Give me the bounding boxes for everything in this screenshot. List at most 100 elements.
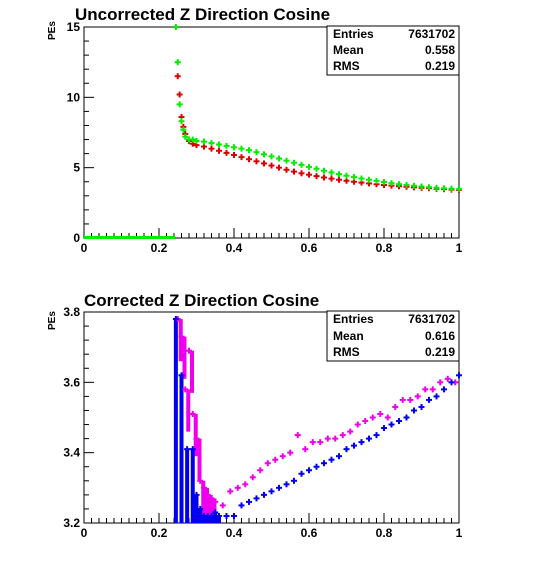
data-point (336, 171, 342, 178)
data-point (193, 137, 200, 144)
data-point (347, 428, 354, 435)
data-points (172, 24, 462, 193)
data-point (429, 386, 436, 393)
data-point (336, 453, 342, 460)
data-point (358, 439, 365, 446)
data-point (204, 491, 211, 498)
error-bar (173, 319, 178, 523)
error-bar (193, 413, 198, 457)
data-point (403, 181, 410, 188)
data-point (324, 435, 331, 442)
data-point (328, 169, 335, 176)
data-point (276, 155, 282, 162)
stat-value-entries: 7631702 (408, 27, 455, 41)
data-point (366, 176, 372, 183)
data-point (174, 59, 181, 66)
data-point (253, 495, 260, 502)
y-axis-label: PEs (47, 311, 58, 330)
data-point (313, 463, 320, 470)
data-point (238, 145, 245, 152)
data-point (189, 136, 196, 143)
data-point (223, 149, 230, 156)
data-point (343, 446, 350, 453)
stat-label-mean: Mean (333, 329, 364, 343)
data-point (189, 410, 196, 417)
data-point (388, 421, 395, 428)
data-point (216, 512, 222, 519)
data-point (426, 396, 432, 403)
data-point (246, 498, 252, 505)
data-point (238, 502, 245, 509)
data-point (354, 421, 361, 428)
chart-title: Corrected Z Direction Cosine (84, 291, 319, 310)
data-point (178, 333, 185, 340)
stat-label-entries: Entries (333, 312, 374, 326)
data-point (396, 181, 402, 188)
data-point (178, 372, 185, 379)
data-point (358, 175, 365, 182)
error-bar (213, 512, 218, 523)
data-point (253, 149, 260, 156)
data-point (249, 474, 256, 481)
panel-uncorrected: Uncorrected Z Direction Cosine PEs 05101… (47, 5, 463, 255)
data-point (216, 147, 222, 154)
data-point (208, 145, 215, 152)
data-point (261, 491, 267, 498)
data-point (291, 477, 297, 484)
error-bar (197, 438, 202, 481)
data-point (186, 347, 192, 354)
data-point (234, 484, 241, 491)
data-point (332, 435, 339, 442)
chart-title: Uncorrected Z Direction Cosine (75, 5, 330, 24)
data-point (313, 165, 320, 172)
stat-label-rms: RMS (333, 345, 360, 359)
data-point (216, 141, 222, 148)
data-point (321, 460, 327, 467)
data-point (343, 172, 350, 179)
error-bar (178, 319, 183, 362)
data-point (174, 73, 181, 80)
x-tick-label: 0.8 (376, 526, 393, 540)
x-tick-label: 1 (456, 526, 463, 540)
data-point (422, 386, 429, 393)
data-point (433, 393, 440, 400)
data-point (336, 176, 342, 183)
error-bar (205, 487, 209, 523)
data-point (418, 403, 425, 410)
data-point (172, 24, 179, 30)
x-tick-label: 0.6 (301, 526, 318, 540)
data-point (302, 446, 309, 453)
data-point (313, 173, 320, 180)
data-point (283, 157, 290, 164)
data-point (373, 177, 380, 184)
data-point (366, 435, 372, 442)
x-tick-label: 0.4 (226, 241, 243, 255)
data-point (172, 316, 179, 323)
data-point (231, 144, 237, 151)
data-point (294, 432, 301, 439)
y-tick-label: 10 (67, 90, 81, 104)
data-point (362, 418, 369, 425)
data-point (272, 456, 279, 463)
data-point (283, 481, 290, 488)
stat-value-entries: 7631702 (408, 312, 455, 326)
y-tick-label: 3.6 (63, 375, 80, 389)
data-point (193, 491, 200, 498)
data-point (193, 435, 200, 442)
data-point (291, 168, 297, 175)
data-point (298, 470, 305, 477)
data-point (184, 446, 191, 453)
data-point (223, 142, 230, 149)
error-bar (194, 494, 199, 523)
stat-value-mean: 0.616 (425, 329, 455, 343)
data-point (231, 152, 237, 159)
data-point (456, 186, 462, 193)
data-point (261, 151, 267, 158)
data-point (212, 509, 219, 516)
stat-value-mean: 0.558 (425, 43, 455, 57)
panel-corrected: Corrected Z Direction Cosine PEs 3.23.43… (47, 291, 463, 540)
stat-label-entries: Entries (333, 27, 374, 41)
data-point (396, 418, 402, 425)
data-points (172, 316, 462, 523)
